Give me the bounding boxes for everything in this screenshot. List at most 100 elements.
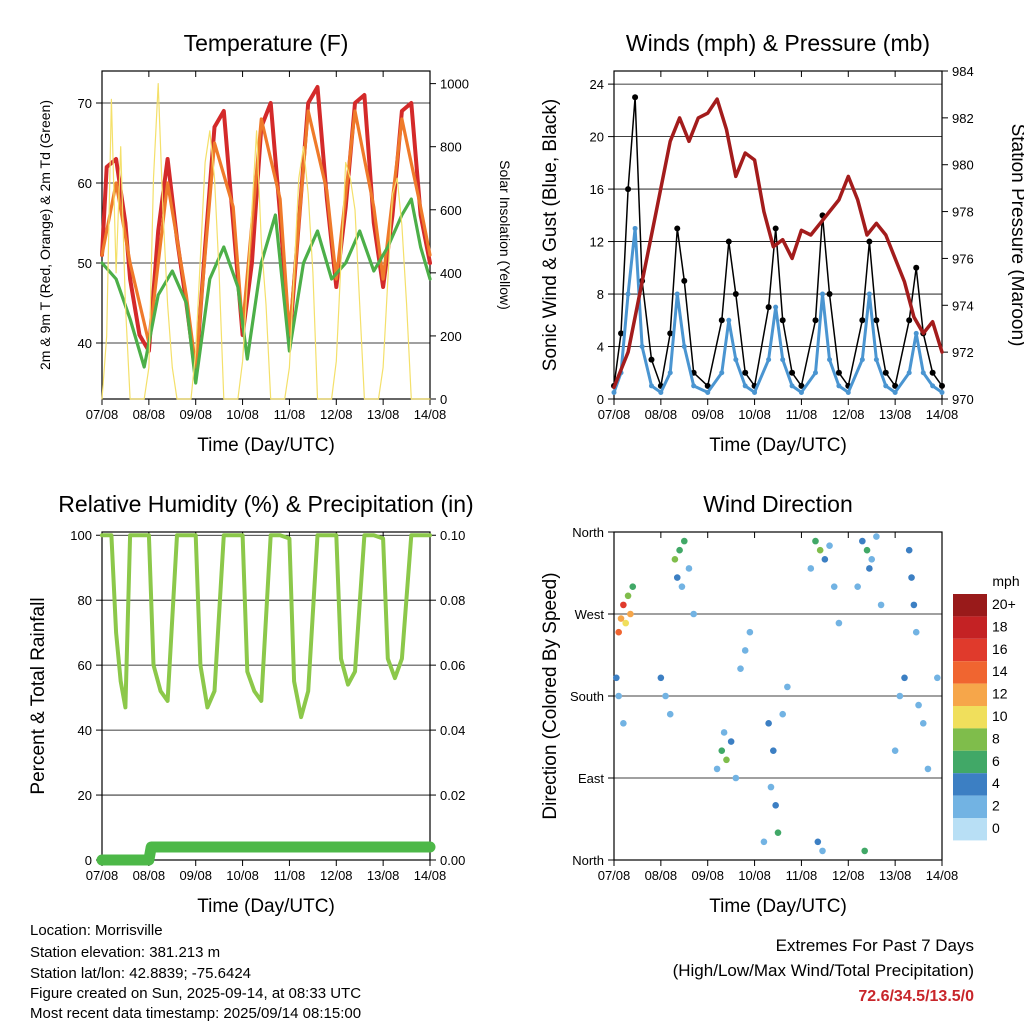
humidity-xtick-label: 14/08 [414,868,447,883]
direction-plot-frame [613,531,943,861]
direction-point [767,783,775,791]
point-gust [718,317,725,324]
direction-point [620,720,627,727]
temperature-y2tick-label: 800 [440,140,462,155]
series-dewpoint [100,197,432,385]
direction-point [924,765,932,773]
winds-y2tick-label: 980 [952,158,974,173]
point-wind [611,389,617,395]
point-wind [648,383,654,389]
temperature-ytick-label: 60 [78,176,92,191]
humidity-plot-frame [101,531,431,861]
colorbar-swatch [953,594,987,617]
point-gust [929,369,936,376]
direction-point [617,615,625,622]
direction-point [835,619,843,627]
humidity-xtick-label: 13/08 [367,868,400,883]
point-wind [658,389,664,395]
colorbar-label: 0 [992,820,1000,836]
point-wind [766,357,772,363]
direction-point [622,619,630,627]
point-wind [639,344,645,350]
direction-point [877,601,885,609]
humidity-ytick-label: 0 [85,853,92,868]
point-wind [681,344,687,350]
direction-point [873,533,880,540]
colorbar-label: 6 [992,753,1000,769]
winds-ytick-label: 12 [590,235,604,250]
point-wind [773,304,779,310]
point-gust [939,382,945,389]
point-wind [812,370,818,376]
humidity-ytick-label: 80 [78,593,92,608]
direction-point [732,774,740,782]
direction-point [779,710,786,718]
point-wind [733,357,739,363]
point-gust [725,238,732,245]
humidity-y2tick-label: 0.10 [440,528,465,543]
direction-point [615,692,622,700]
point-wind [883,383,889,389]
direction-title: Wind Direction [703,491,853,517]
point-gust [812,317,819,324]
temperature-ylabel: 2m & 9m T (Red, Orange) & 2m Td (Green) [37,100,53,370]
direction-ylabel: Direction (Colored By Speed) [540,572,561,819]
direction-point [657,674,665,682]
direction-xtick-label: 14/08 [926,868,959,883]
point-wind [719,370,725,376]
direction-point [720,729,728,736]
point-wind [859,357,865,363]
winds-ylabel: Sonic Wind & Gust (Blue, Black) [540,99,561,371]
direction-point [934,674,941,682]
temperature-ytick-label: 50 [78,256,92,271]
humidity-ylabel: Percent & Total Rainfall [28,597,49,794]
humidity-ytick-label: 60 [78,658,92,673]
colorbar-swatch [953,728,987,751]
humidity-ytick-label: 20 [78,788,92,803]
temperature-ytick-label: 40 [78,336,92,351]
winds-xtick-label: 08/08 [645,407,678,422]
direction-xtick-label: 09/08 [691,868,724,883]
point-gust [625,186,632,193]
humidity-y2tick-label: 0.08 [440,593,465,608]
direction-point [627,610,634,618]
point-wind [674,291,680,297]
footer-created: Figure created on Sun, 2025-09-14, at 08… [30,985,362,1002]
colorbar-label: 20+ [992,596,1016,612]
colorbar-label: 14 [992,663,1008,679]
direction-point [615,628,622,636]
point-gust [906,317,913,324]
extremes-subtitle: (High/Low/Max Wind/Total Precipitation) [672,961,974,980]
direction-xtick-label: 08/08 [645,868,678,883]
point-gust [859,317,866,324]
winds-xtick-label: 11/08 [786,407,818,422]
colorbar-label: 8 [992,730,1000,746]
point-wind [726,317,732,323]
temperature-xtick-label: 14/08 [414,407,447,422]
direction-point [912,628,920,636]
direction-point [629,583,637,590]
direction-point [772,802,779,809]
direction-point [678,583,686,590]
winds-title: Winds (mph) & Pressure (mb) [626,30,930,56]
point-wind [705,389,711,395]
point-wind [625,291,631,297]
point-wind [789,383,795,389]
series-temp_9m [100,109,432,369]
humidity-xlabel: Time (Day/UTC) [197,896,335,917]
footer-latlon: Station lat/lon: 42.8839; -75.6424 [30,965,252,982]
point-gust [913,264,920,271]
temperature-xtick-label: 12/08 [320,407,353,422]
colorbar-label: 4 [992,775,1000,791]
footer-elevation: Station elevation: 381.213 m [30,944,221,961]
winds-ytick-label: 20 [590,130,604,145]
winds-plot-frame [613,70,943,400]
direction-point [854,583,861,590]
direction-point [812,537,819,545]
temperature-y2tick-label: 600 [440,203,462,218]
direction-point [896,692,904,700]
point-gust [618,330,625,337]
direction-point [676,546,683,554]
winds-xtick-label: 12/08 [832,407,865,422]
temperature-xtick-label: 11/08 [274,407,306,422]
